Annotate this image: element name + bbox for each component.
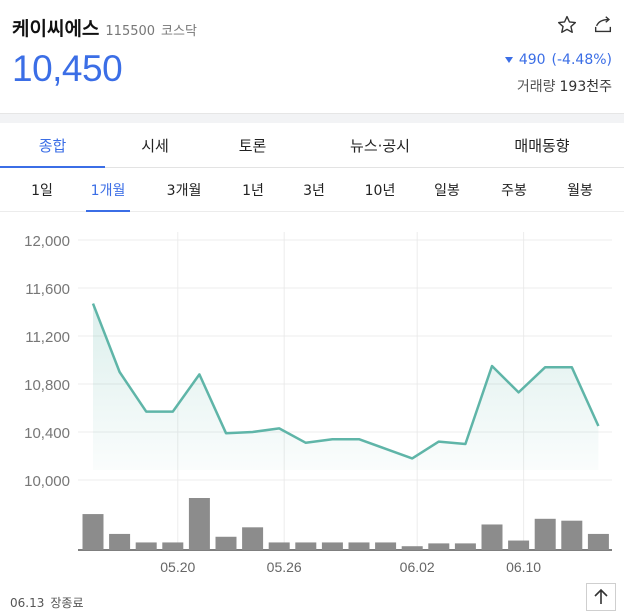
tab-discussion[interactable]: 토론	[238, 137, 267, 155]
price-chart[interactable]: 12,000 11,600 11,200 10,800 10,400 10,000 05.2…	[0, 213, 624, 583]
volume-bar	[321, 542, 343, 550]
period-daily[interactable]: 일봉	[434, 183, 460, 199]
volume-bar	[242, 527, 264, 550]
down-triangle-icon	[504, 57, 513, 63]
volume-bar	[295, 542, 317, 550]
tab-summary[interactable]: 종합	[0, 124, 105, 168]
main-tabs: 종합 시세 토론 뉴스·공시 매매동향	[0, 124, 624, 168]
period-1m[interactable]: 1개월	[84, 168, 132, 212]
status-text: 장종료	[50, 596, 84, 610]
x-tick-label: 06.10	[506, 559, 541, 575]
period-3m[interactable]: 3개월	[166, 183, 202, 199]
volume-bar	[268, 542, 290, 550]
period-monthly[interactable]: 월봉	[567, 183, 593, 199]
status-date: 06.13	[10, 596, 45, 610]
period-10y[interactable]: 10년	[364, 183, 396, 199]
price-area	[93, 303, 599, 470]
tab-quotes[interactable]: 시세	[141, 137, 169, 155]
volume-bar	[188, 498, 210, 550]
volume-value: 193천주	[559, 79, 612, 95]
volume-bar	[428, 543, 450, 550]
change-rate: (-4.48%)	[551, 52, 612, 68]
x-tick-label: 06.02	[400, 559, 435, 575]
volume-info: 거래량 193천주	[517, 76, 612, 96]
x-tick-label: 05.26	[267, 559, 302, 575]
volume-bar	[82, 514, 104, 550]
market-status: 06.13 장종료	[10, 594, 83, 611]
star-icon[interactable]	[556, 14, 578, 36]
period-tabs: 1일 1개월 3개월 1년 3년 10년 일봉 주봉 월봉	[0, 168, 624, 212]
period-3y[interactable]: 3년	[303, 183, 325, 199]
volume-bar	[109, 533, 131, 550]
tab-trading[interactable]: 매매동향	[514, 137, 570, 155]
volume-bar	[348, 542, 370, 550]
stock-name: 케이씨에스	[12, 18, 100, 40]
arrow-up-icon	[594, 588, 608, 604]
x-tick-label: 05.20	[160, 559, 195, 575]
y-tick-label: 10,400	[24, 425, 70, 442]
section-divider	[0, 113, 624, 123]
period-1y[interactable]: 1년	[242, 183, 264, 199]
stock-market: 코스닥	[161, 24, 197, 39]
volume-bar	[401, 546, 423, 550]
volume-bar	[135, 542, 157, 550]
y-tick-label: 12,000	[24, 233, 70, 250]
y-tick-label: 11,200	[25, 329, 70, 346]
period-1d[interactable]: 1일	[31, 183, 53, 199]
volume-bar	[481, 524, 503, 550]
price-line	[91, 303, 600, 460]
volume-bar	[375, 542, 397, 550]
stock-name-row: 케이씨에스 115500 코스닥	[12, 14, 197, 41]
tab-news[interactable]: 뉴스·공시	[350, 137, 410, 155]
stock-header: 케이씨에스 115500 코스닥 10,450 490 (-4.48%) 거래량…	[0, 0, 624, 113]
y-tick-label: 10,800	[24, 377, 70, 394]
share-icon[interactable]	[592, 14, 614, 36]
scroll-top-button[interactable]	[586, 583, 616, 611]
period-weekly[interactable]: 주봉	[501, 183, 527, 199]
header-actions	[556, 14, 614, 36]
price-change: 490 (-4.48%)	[504, 52, 612, 68]
volume-bar	[534, 518, 556, 550]
current-price: 10,450	[12, 48, 123, 89]
y-tick-label: 11,600	[25, 281, 70, 298]
volume-bar	[162, 542, 184, 550]
volume-bar	[587, 533, 609, 550]
volume-bar	[508, 540, 530, 550]
change-amount: 490	[518, 52, 546, 68]
volume-bar	[454, 543, 476, 550]
volume-bar	[561, 520, 583, 550]
stock-code: 115500	[105, 24, 156, 39]
volume-bar	[215, 536, 237, 550]
y-tick-label: 10,000	[24, 473, 70, 490]
volume-label: 거래량	[516, 79, 556, 95]
